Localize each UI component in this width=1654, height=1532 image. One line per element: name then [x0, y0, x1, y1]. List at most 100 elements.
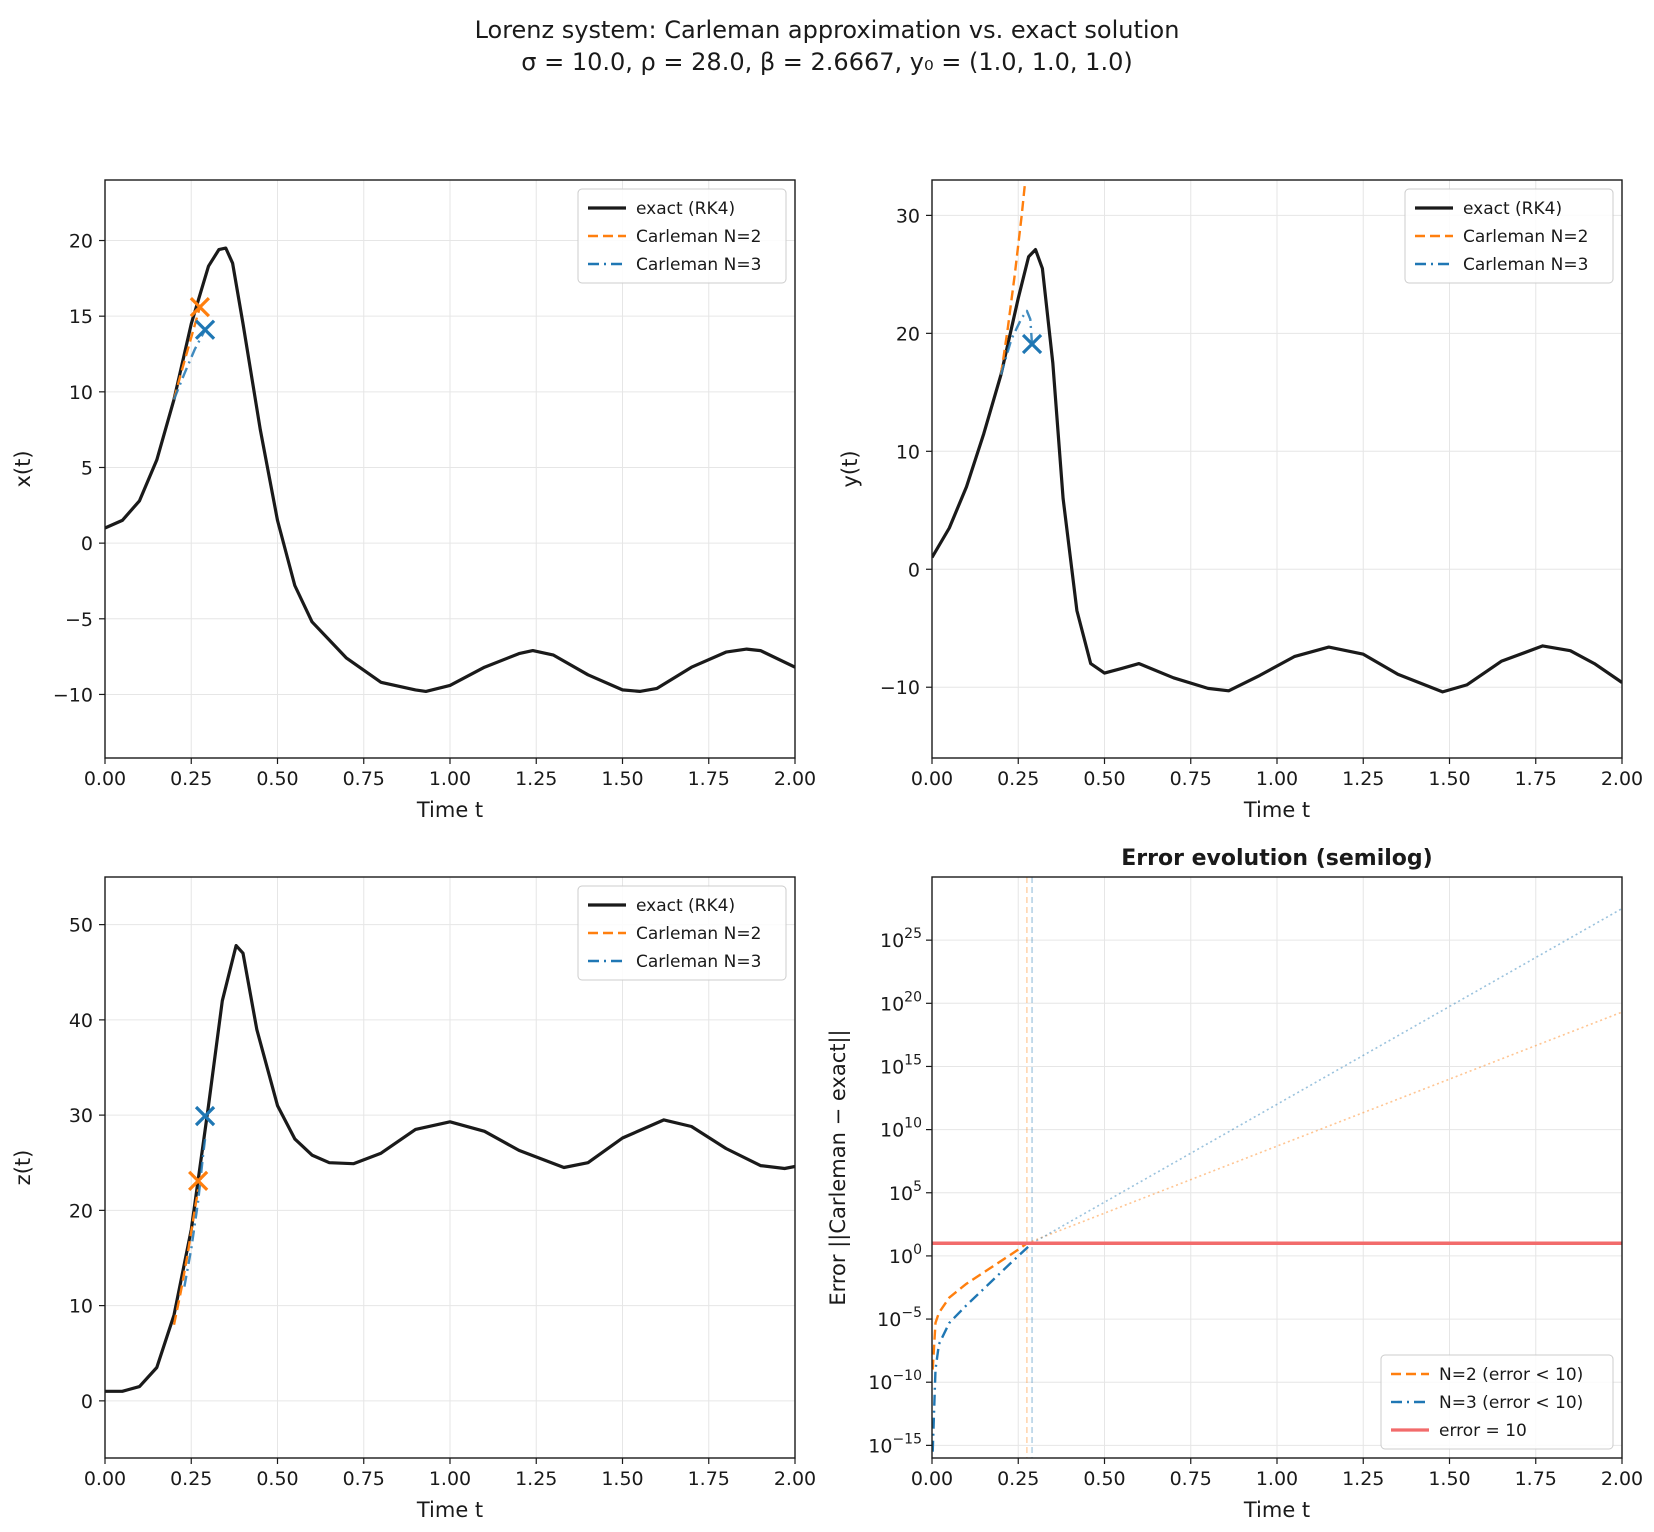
grid [104, 180, 796, 758]
legend-box [577, 885, 787, 981]
x-tick-label: 0.50 [256, 768, 298, 790]
x-tick-label: 1.00 [429, 768, 471, 790]
divergence-marker [188, 1170, 209, 1191]
x-tick-label: 0.00 [84, 768, 126, 790]
x-tick-label: 1.75 [688, 1468, 730, 1490]
x-tick-label: 0.25 [170, 768, 212, 790]
legend-entry: error = 10 [1439, 1421, 1527, 1441]
x-tick-label: 1.50 [1428, 1468, 1470, 1490]
y-axis-label: y(t) [838, 450, 862, 487]
x-tick-label: 0.50 [256, 1468, 298, 1490]
y-tick-label: 1010 [880, 1116, 922, 1142]
x-tick-label: 0.25 [997, 768, 1039, 790]
plot-area [932, 877, 1622, 1458]
y-tick-label: 30 [896, 205, 920, 227]
y-tick-label: 30 [69, 1105, 93, 1127]
legend: exact (RK4) Carleman N=2 Carleman N=3 [577, 188, 787, 284]
y-tick-label: 100 [889, 1242, 922, 1268]
x-tick-label: 0.50 [1083, 1468, 1125, 1490]
x-tick-label: 2.00 [774, 768, 816, 790]
x-axis-label: Time t [1243, 798, 1310, 822]
x-axis-label: Time t [1243, 1498, 1310, 1522]
x-tick-label: 0.25 [997, 1468, 1039, 1490]
x-tick-label: 0.00 [84, 1468, 126, 1490]
x-tick-label: 2.00 [1601, 768, 1643, 790]
y-tick-label: 1020 [880, 989, 922, 1015]
legend-entry: exact (RK4) [636, 896, 735, 916]
y-axis-label: x(t) [11, 450, 35, 487]
y-tick-label: 10−10 [868, 1368, 922, 1394]
y-tick-label: 1015 [880, 1052, 922, 1078]
series-carleman-n-3 [183, 1138, 207, 1287]
x-tick-label: 2.00 [774, 1468, 816, 1490]
panel-y: 0.00 0.25 0.50 0.75 1.00 1.25 1.50 1.75 2.00 −10 0… [838, 179, 1643, 822]
series-exact-rk4 [932, 248, 1622, 694]
panel-title: Error evolution (semilog) [1121, 846, 1432, 871]
x-tick-label: 0.00 [911, 1468, 953, 1490]
y-tick-label: 1025 [880, 926, 922, 952]
legend-entry: Carleman N=2 [636, 227, 761, 247]
legend: exact (RK4) Carleman N=2 Carleman N=3 [1404, 188, 1614, 284]
series-carleman-n-2 [172, 1189, 200, 1325]
x-tick-label: 0.75 [1170, 768, 1212, 790]
y-tick-label: 10−5 [877, 1305, 922, 1331]
plot-area [932, 181, 1622, 694]
x-axis-label: Time t [416, 798, 483, 822]
figure-title-line2: σ = 10.0, ρ = 28.0, β = 2.6667, y₀ = (1.… [521, 48, 1132, 76]
y-tick-label: 0 [908, 559, 920, 581]
y-tick-label: 0 [81, 533, 93, 555]
x-axis-label: Time t [416, 1498, 483, 1522]
x-tick-label: 1.00 [429, 1468, 471, 1490]
divergence-marker [194, 319, 216, 340]
legend-entry: exact (RK4) [636, 199, 735, 219]
legend-entry: Carleman N=3 [636, 255, 761, 275]
legend-entry: N=2 (error < 10) [1439, 1365, 1583, 1385]
x-tick-label: 0.25 [170, 1468, 212, 1490]
y-tick-label: −5 [65, 609, 93, 631]
series-n-2-continuation [1026, 1011, 1622, 1245]
y-tick-label: 20 [69, 231, 93, 253]
x-tick-label: 1.50 [601, 1468, 643, 1490]
panel-error: 0.00 0.25 0.50 0.75 1.00 1.25 1.50 1.75 2.00 10−1… [826, 846, 1643, 1522]
x-tick-label: 1.00 [1256, 1468, 1298, 1490]
y-axis-label: z(t) [11, 1150, 35, 1186]
y-tick-label: 15 [69, 306, 93, 328]
legend-box [1404, 188, 1614, 284]
x-tick-label: 0.75 [343, 768, 385, 790]
x-tick-label: 1.25 [515, 1468, 557, 1490]
series-carleman-n-2 [172, 306, 202, 400]
divergence-marker [1021, 333, 1043, 355]
x-tick-label: 1.50 [1428, 768, 1470, 790]
series-n-3-continuation [1031, 907, 1622, 1244]
x-tick-label: 1.25 [1342, 1468, 1384, 1490]
plot-area [105, 944, 795, 1393]
y-axis-label: Error ||Carleman − exact|| [826, 1029, 851, 1305]
y-tick-label: 105 [889, 1179, 922, 1205]
y-tick-label: 50 [69, 915, 93, 937]
y-tick-label: −10 [53, 684, 93, 706]
legend-box [1380, 1354, 1614, 1450]
y-tick-label: 40 [69, 1010, 93, 1032]
x-tick-label: 0.50 [1083, 768, 1125, 790]
x-tick-label: 1.75 [1515, 768, 1557, 790]
divergence-marker [194, 1105, 216, 1127]
x-tick-label: 1.25 [515, 768, 557, 790]
legend-entry: exact (RK4) [1463, 199, 1562, 219]
series-n-2-error-10 [932, 1242, 1028, 1370]
y-tick-label: −10 [880, 677, 920, 699]
x-tick-label: 1.50 [601, 768, 643, 790]
x-tick-label: 1.25 [1342, 768, 1384, 790]
y-tick-label: 10 [69, 382, 93, 404]
y-tick-label: 10 [69, 1296, 93, 1318]
legend-box [577, 188, 787, 284]
legend-entry: Carleman N=2 [636, 924, 761, 944]
y-tick-label: 5 [81, 457, 93, 479]
y-tick-label: 10−15 [868, 1431, 922, 1457]
panel-z: 0.00 0.25 0.50 0.75 1.00 1.25 1.50 1.75 2.00 0 10 2… [11, 876, 816, 1522]
x-tick-label: 1.00 [1256, 768, 1298, 790]
legend-entry: Carleman N=3 [636, 952, 761, 972]
x-tick-label: 1.75 [688, 768, 730, 790]
legend-entry: N=3 (error < 10) [1439, 1393, 1583, 1413]
series-carleman-n-3 [172, 329, 207, 400]
